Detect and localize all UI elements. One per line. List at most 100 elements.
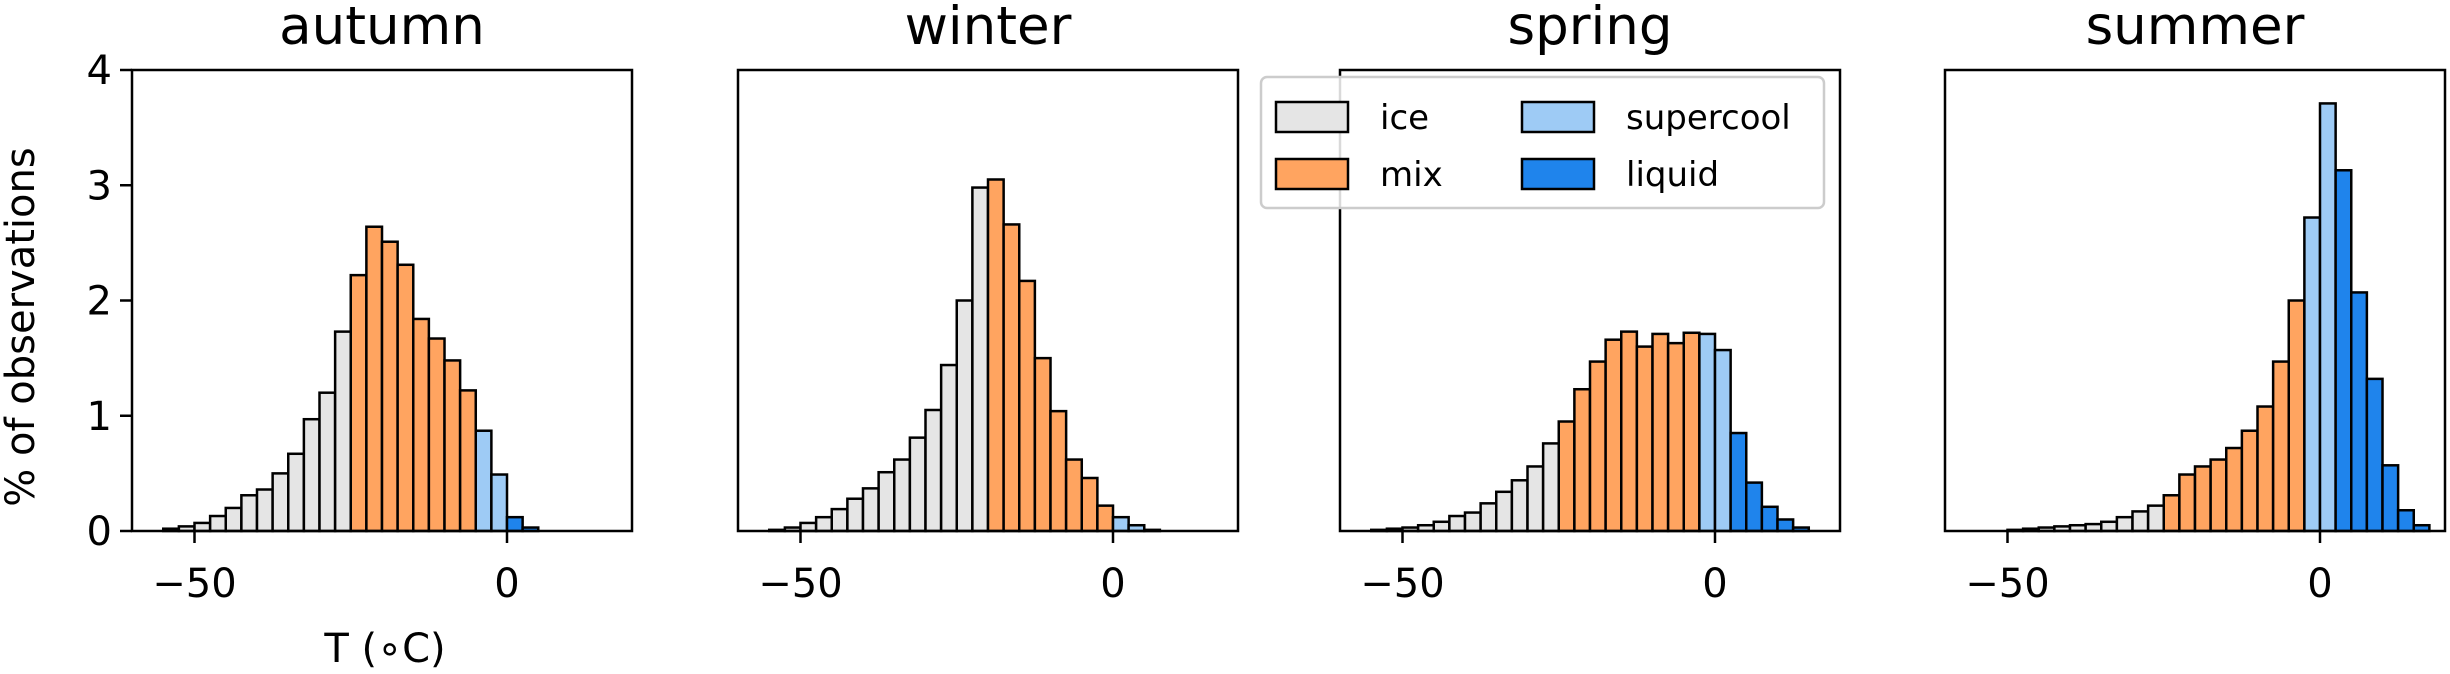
bar-autumn-8 bbox=[287, 452, 306, 533]
bar-autumn-3 bbox=[208, 514, 228, 533]
bar-spring-18 bbox=[1651, 332, 1670, 533]
bar-spring-22 bbox=[1713, 348, 1732, 533]
ytick-label-4: 4 bbox=[87, 48, 112, 94]
bar-autumn-11 bbox=[333, 330, 353, 533]
bar-summer-7 bbox=[2115, 515, 2134, 533]
bar-winter-6 bbox=[861, 487, 880, 533]
bar-spring-16 bbox=[1620, 330, 1639, 533]
bar-winter-16 bbox=[1018, 279, 1037, 533]
bar-spring-26 bbox=[1776, 518, 1795, 533]
bar-spring-17 bbox=[1635, 345, 1654, 533]
legend-box bbox=[1259, 75, 1826, 210]
bar-summer-6 bbox=[2100, 520, 2119, 533]
bar-spring-15 bbox=[1604, 338, 1623, 533]
panel-title-autumn: autumn bbox=[279, 0, 485, 57]
bar-autumn-15 bbox=[396, 263, 415, 533]
bar-summer-8 bbox=[2131, 510, 2150, 533]
bar-summer-25 bbox=[2396, 509, 2416, 533]
panel-title-winter: winter bbox=[905, 0, 1072, 57]
bar-summer-17 bbox=[2271, 360, 2291, 533]
bar-spring-12 bbox=[1557, 420, 1576, 533]
legend: ice supercool mix liquid bbox=[1259, 75, 1826, 210]
bar-autumn-6 bbox=[255, 488, 274, 533]
bar-summer-11 bbox=[2178, 473, 2197, 533]
bar-autumn-9 bbox=[302, 417, 321, 533]
bar-winter-9 bbox=[908, 436, 927, 533]
xtick-label-winter-1: 0 bbox=[1100, 561, 1125, 607]
xtick-label-winter-0: −50 bbox=[758, 561, 842, 607]
bar-summer-16 bbox=[2256, 405, 2275, 533]
bar-summer-13 bbox=[2209, 458, 2228, 533]
bar-winter-18 bbox=[1049, 409, 1068, 533]
bar-spring-10 bbox=[1526, 465, 1545, 533]
xtick-label-summer-0: −50 bbox=[1965, 561, 2049, 607]
y-axis-label: % of observations bbox=[0, 147, 44, 506]
bar-spring-25 bbox=[1760, 505, 1779, 533]
bar-winter-3 bbox=[814, 515, 834, 533]
bar-summer-15 bbox=[2240, 429, 2259, 533]
bar-summer-22 bbox=[2350, 291, 2369, 533]
ytick-label-3: 3 bbox=[87, 163, 112, 209]
bar-spring-23 bbox=[1729, 431, 1748, 533]
legend-label-supercool: supercool bbox=[1626, 98, 1791, 138]
ytick-label-1: 1 bbox=[87, 394, 112, 440]
bar-winter-7 bbox=[877, 470, 896, 533]
xtick-label-autumn-1: 0 bbox=[494, 561, 519, 607]
bar-spring-7 bbox=[1479, 502, 1498, 533]
panel-title-spring: spring bbox=[1507, 0, 1672, 57]
bar-winter-12 bbox=[955, 299, 974, 533]
bar-autumn-14 bbox=[380, 240, 399, 533]
panel-spring: spring −50 0 bbox=[1338, 0, 1842, 607]
legend-label-ice: ice bbox=[1380, 98, 1429, 138]
bar-spring-20 bbox=[1682, 331, 1701, 533]
bar-winter-21 bbox=[1096, 504, 1115, 533]
xtick-label-summer-1: 0 bbox=[2307, 561, 2332, 607]
axes-frame-spring bbox=[1338, 68, 1842, 533]
bar-winter-5 bbox=[846, 497, 865, 533]
bar-winter-8 bbox=[893, 458, 912, 533]
xtick-label-spring-1: 0 bbox=[1702, 561, 1727, 607]
bar-autumn-19 bbox=[458, 389, 478, 533]
axes-frame-summer bbox=[1943, 68, 2447, 533]
bar-autumn-10 bbox=[318, 391, 337, 533]
bar-autumn-13 bbox=[365, 225, 384, 533]
panel-winter: winter −50 0 bbox=[736, 0, 1240, 607]
bar-autumn-5 bbox=[240, 494, 259, 533]
bar-summer-9 bbox=[2146, 504, 2166, 533]
panel-summer: summer −50 0 bbox=[1943, 0, 2447, 607]
bar-autumn-7 bbox=[271, 472, 290, 533]
bar-spring-8 bbox=[1495, 490, 1514, 533]
bar-spring-24 bbox=[1745, 481, 1764, 533]
bar-winter-14 bbox=[986, 178, 1005, 533]
bar-autumn-17 bbox=[427, 337, 446, 533]
bar-summer-23 bbox=[2365, 377, 2384, 533]
bar-summer-21 bbox=[2334, 169, 2353, 533]
bar-autumn-12 bbox=[349, 273, 368, 533]
bar-winter-15 bbox=[1002, 223, 1021, 533]
bar-spring-4 bbox=[1432, 520, 1451, 533]
bar-spring-14 bbox=[1588, 360, 1607, 533]
ytick-label-0: 0 bbox=[87, 509, 112, 555]
bar-summer-18 bbox=[2287, 299, 2306, 533]
bar-autumn-16 bbox=[412, 317, 431, 533]
bar-spring-6 bbox=[1463, 511, 1482, 533]
bar-autumn-22 bbox=[505, 515, 524, 533]
bar-winter-19 bbox=[1064, 458, 1084, 533]
legend-swatch-mix bbox=[1274, 157, 1350, 191]
bar-spring-21 bbox=[1698, 332, 1717, 533]
panel-autumn: autumn −50 0 0 1 2 3 4 bbox=[87, 0, 634, 607]
bar-autumn-18 bbox=[443, 359, 462, 533]
x-axis-label: T (∘C) bbox=[323, 626, 445, 672]
axes-frame-winter bbox=[736, 68, 1240, 533]
bar-summer-10 bbox=[2162, 494, 2181, 533]
bar-autumn-20 bbox=[474, 429, 493, 533]
bar-autumn-21 bbox=[490, 473, 509, 533]
legend-label-mix: mix bbox=[1380, 155, 1443, 195]
bar-spring-13 bbox=[1573, 387, 1592, 533]
bar-spring-19 bbox=[1666, 341, 1686, 533]
bar-autumn-4 bbox=[224, 506, 243, 533]
bar-spring-9 bbox=[1510, 479, 1529, 533]
bar-spring-5 bbox=[1448, 514, 1467, 533]
